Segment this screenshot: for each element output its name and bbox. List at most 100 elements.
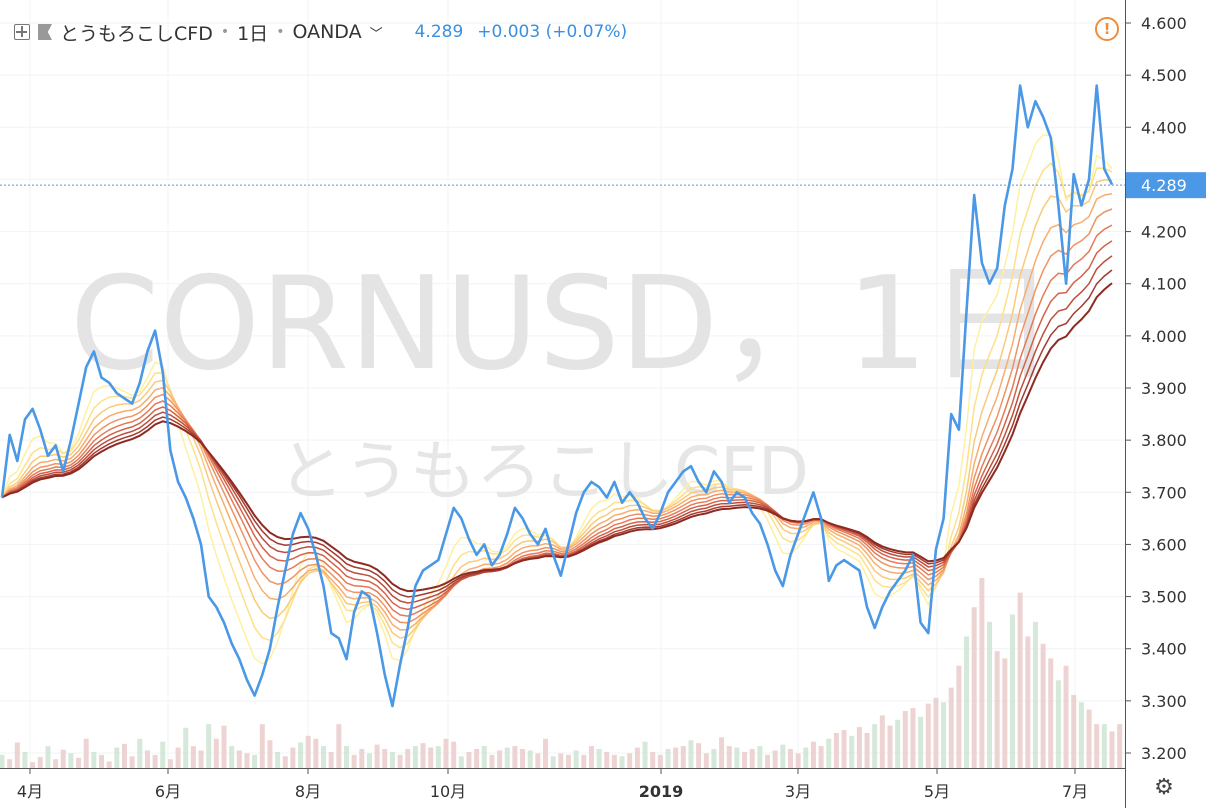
- price-series-line: [0, 84, 1114, 708]
- volume-bar: [964, 636, 970, 768]
- volume-bar: [1002, 658, 1008, 768]
- volume-bar: [611, 754, 617, 768]
- volume-bar: [879, 715, 885, 768]
- volume-bar: [37, 757, 43, 768]
- volume-bar: [872, 724, 878, 768]
- volume-bar: [619, 756, 625, 768]
- volume-bar: [121, 743, 127, 768]
- gear-icon[interactable]: ⚙: [1154, 775, 1174, 800]
- volume-bar: [810, 741, 816, 768]
- volume-bar: [634, 747, 640, 768]
- price-axis-label: 4.600: [1141, 14, 1187, 33]
- volume-bar: [680, 746, 686, 768]
- separator-dot: •: [276, 24, 285, 40]
- price-axis-label: 4.500: [1141, 66, 1187, 85]
- volume-bar: [994, 651, 1000, 768]
- volume-bar: [1071, 694, 1077, 768]
- volume-bar: [1048, 658, 1054, 768]
- volume-bar: [389, 751, 395, 768]
- volume-bar: [53, 759, 59, 768]
- volume-bar: [99, 754, 105, 768]
- volume-bar: [703, 753, 709, 768]
- volume-bar: [765, 754, 771, 768]
- volume-bar: [596, 749, 602, 768]
- volume-bar: [313, 738, 319, 768]
- volume-bar: [887, 725, 893, 768]
- volume-bar: [443, 738, 449, 768]
- volume-bar: [971, 607, 977, 768]
- volume-bar: [290, 747, 296, 768]
- volume-bar: [474, 749, 480, 768]
- volume-bar: [1086, 709, 1092, 768]
- volume-bar: [1025, 636, 1031, 768]
- volume-bar: [160, 741, 166, 768]
- volume-bar: [397, 754, 403, 768]
- volume-bar: [795, 753, 801, 768]
- time-axis-background: [0, 768, 1125, 808]
- volume-bar: [918, 716, 924, 768]
- volume-bar: [91, 751, 97, 768]
- volume-bar: [252, 754, 258, 768]
- chart-header: とうもろこしCFD • 1日 • OANDA ﹀ 4.289 +0.003 (+…: [14, 17, 627, 47]
- volume-bar: [466, 751, 472, 768]
- price-axis-label: 4.200: [1141, 223, 1187, 242]
- flag-icon[interactable]: [38, 24, 52, 40]
- price-axis-label: 4.100: [1141, 275, 1187, 294]
- volume-bar: [512, 746, 518, 768]
- volume-bar: [803, 747, 809, 768]
- volume-bar: [657, 754, 663, 768]
- volume-bar: [382, 749, 388, 768]
- volume-bar: [979, 578, 985, 768]
- volume-bar: [213, 738, 219, 768]
- volume-bar: [298, 742, 304, 768]
- volume-bar: [351, 754, 357, 768]
- volume-bar: [275, 751, 281, 768]
- volume-bar: [481, 746, 487, 768]
- volume-bar: [527, 750, 533, 768]
- volume-bar: [458, 756, 464, 768]
- interval-label[interactable]: 1日: [237, 22, 269, 45]
- price-axis-background: [1125, 0, 1206, 808]
- symbol-name[interactable]: とうもろこしCFD: [60, 22, 213, 45]
- volume-bar: [504, 747, 510, 768]
- watermark-name: とうもろこしCFD: [278, 433, 809, 510]
- price-axis-label: 3.300: [1141, 692, 1187, 711]
- volume-bar: [856, 727, 862, 768]
- volume-bar: [405, 749, 411, 768]
- volume-bar: [451, 741, 457, 768]
- warning-icon[interactable]: !: [1095, 17, 1119, 41]
- chevron-down-icon[interactable]: ﹀: [369, 26, 383, 42]
- volume-bar: [604, 751, 610, 768]
- exchange-label[interactable]: OANDA: [292, 21, 362, 43]
- price-axis-label: 3.800: [1141, 431, 1187, 450]
- volume-bar: [543, 738, 549, 768]
- volume-bar: [114, 747, 120, 768]
- volume-bar: [76, 757, 82, 768]
- volume-bar: [68, 753, 74, 768]
- last-price: 4.289: [414, 22, 464, 42]
- volume-bar: [565, 754, 571, 768]
- volume-bar: [106, 761, 112, 768]
- volume-bar: [726, 746, 732, 768]
- volume-bar: [412, 746, 418, 768]
- price-axis-label: 3.600: [1141, 535, 1187, 554]
- volume-bar: [849, 735, 855, 768]
- price-axis-label: 3.500: [1141, 588, 1187, 607]
- time-axis-label: 2019: [639, 782, 684, 801]
- volume-bar: [588, 746, 594, 768]
- add-compare-icon[interactable]: [14, 24, 30, 40]
- separator-dot: •: [220, 24, 230, 40]
- volume-bar: [60, 749, 66, 768]
- volume-bar: [780, 744, 786, 768]
- volume-bar: [650, 751, 656, 768]
- volume-bar: [1109, 731, 1115, 768]
- volume-bar: [833, 732, 839, 768]
- volume-bar: [535, 753, 541, 768]
- volume-bar: [941, 702, 947, 768]
- volume-bar: [420, 743, 426, 768]
- volume-bar: [933, 697, 939, 768]
- volume-bar: [895, 719, 901, 768]
- volume-bar: [305, 735, 311, 768]
